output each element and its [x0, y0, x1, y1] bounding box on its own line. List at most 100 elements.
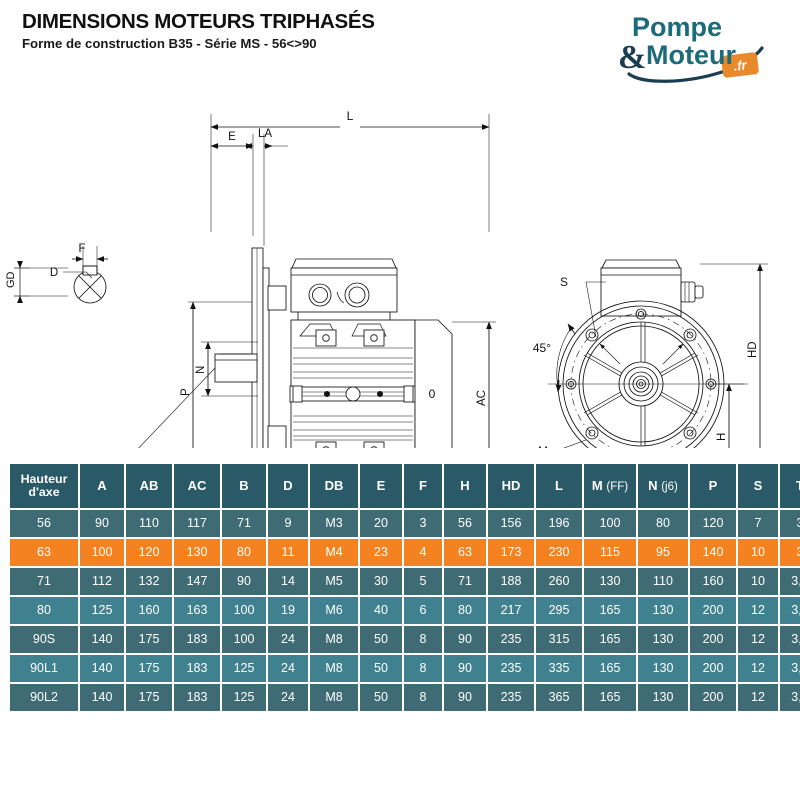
- table-cell: 140: [80, 626, 124, 653]
- header-line-1: Hauteur: [20, 471, 68, 486]
- table-cell: 183: [174, 684, 220, 711]
- table-row: 80 125 160 163 100 19 M6 40 6 80 217 295 165 130 200 12…: [10, 597, 800, 624]
- table-cell: 3,5: [780, 655, 800, 682]
- table-cell: 7: [738, 510, 778, 537]
- table-cell: 56: [444, 510, 486, 537]
- table-cell: 200: [690, 684, 736, 711]
- table-row: 56 90 110 117 71 9 M3 20 3 56 156 196 100 80 120 7 3: [10, 510, 800, 537]
- table-cell: 175: [126, 626, 172, 653]
- table-cell: M3: [310, 510, 358, 537]
- label-GD: GD: [5, 271, 17, 288]
- table-cell: 110: [638, 568, 688, 595]
- column-header-h: H: [444, 464, 486, 508]
- table-cell: 132: [126, 568, 172, 595]
- label-zero: 0: [429, 387, 436, 401]
- table-cell: 165: [584, 684, 636, 711]
- table-cell: 130: [638, 626, 688, 653]
- table-cell: 130: [638, 597, 688, 624]
- table-cell: 24: [268, 684, 308, 711]
- column-header-db: DB: [310, 464, 358, 508]
- table-cell: 120: [126, 539, 172, 566]
- table-cell: 315: [536, 626, 582, 653]
- table-cell: 365: [536, 684, 582, 711]
- table-cell: 183: [174, 626, 220, 653]
- logo-fr-text: .fr: [733, 57, 749, 74]
- column-header-d: D: [268, 464, 308, 508]
- table-cell: 165: [584, 597, 636, 624]
- column-header-s: S: [738, 464, 778, 508]
- table-cell: 100: [222, 597, 266, 624]
- dimensions-table: Hauteur d'axe A AB AC B D DB E F H HD L …: [8, 462, 800, 713]
- logo-fr-badge: [721, 52, 759, 78]
- column-header-hauteur-daxe: Hauteur d'axe: [10, 464, 78, 508]
- table-cell: 183: [174, 655, 220, 682]
- table-cell: 165: [584, 655, 636, 682]
- table-cell: 125: [222, 684, 266, 711]
- table-cell: 80: [222, 539, 266, 566]
- fan-cowl: [414, 319, 453, 448]
- table-cell: 200: [690, 597, 736, 624]
- table-cell: 156: [488, 510, 534, 537]
- table-cell: 80: [638, 510, 688, 537]
- table-cell: 200: [690, 655, 736, 682]
- table-cell: 165: [584, 626, 636, 653]
- column-header-ab: AB: [126, 464, 172, 508]
- document-header: DIMENSIONS MOTEURS TRIPHASÉS Forme de co…: [22, 10, 582, 51]
- label-P: P: [180, 388, 192, 396]
- table-row: 63 100 120 130 80 11 M4 23 4 63 173 230 115 95 140 10 3: [10, 539, 800, 566]
- table-cell: 10: [738, 539, 778, 566]
- table-cell: 6: [404, 597, 442, 624]
- table-cell: 110: [126, 510, 172, 537]
- column-header-b: B: [222, 464, 266, 508]
- table-cell: 235: [488, 655, 534, 682]
- table-cell: 115: [584, 539, 636, 566]
- column-header-t: T: [780, 464, 800, 508]
- table-cell: 12: [738, 597, 778, 624]
- table-cell: 24: [268, 655, 308, 682]
- column-header-p: P: [690, 464, 736, 508]
- table-row: 90S 140 175 183 100 24 M8 50 8 90 235 315 165 130 200 1…: [10, 626, 800, 653]
- table-cell: 8: [404, 626, 442, 653]
- table-cell: 3,5: [780, 597, 800, 624]
- table-cell: 19: [268, 597, 308, 624]
- logo-moteur-text: Moteur: [646, 40, 736, 70]
- logo-pompe-text: Pompe: [632, 12, 722, 42]
- table-cell: 3,5: [780, 626, 800, 653]
- table-cell: 50: [360, 684, 402, 711]
- table-cell: 8: [404, 684, 442, 711]
- table-cell: 3,5: [780, 684, 800, 711]
- table-cell: 235: [488, 626, 534, 653]
- table-cell: M5: [310, 568, 358, 595]
- table-cell: 235: [488, 684, 534, 711]
- label-E: E: [228, 131, 236, 143]
- table-cell: 125: [222, 655, 266, 682]
- table-cell: 12: [738, 684, 778, 711]
- table-cell: 188: [488, 568, 534, 595]
- table-cell: 117: [174, 510, 220, 537]
- table-cell: 3: [780, 539, 800, 566]
- cell-hauteur-daxe: 90S: [10, 626, 78, 653]
- column-header-hd: HD: [488, 464, 534, 508]
- table-cell: 173: [488, 539, 534, 566]
- table-cell: M8: [310, 655, 358, 682]
- table-cell: 50: [360, 626, 402, 653]
- table-cell: 11: [268, 539, 308, 566]
- table-cell: 175: [126, 684, 172, 711]
- table-cell: 3: [780, 510, 800, 537]
- table-cell: 71: [222, 510, 266, 537]
- table-cell: 50: [360, 655, 402, 682]
- cell-hauteur-daxe: 90L1: [10, 655, 78, 682]
- dimensions-table-container: Hauteur d'axe A AB AC B D DB E F H HD L …: [8, 462, 800, 713]
- column-header-e: E: [360, 464, 402, 508]
- motor-side-view: L E LA: [138, 109, 496, 448]
- table-cell: 4: [404, 539, 442, 566]
- column-header-l: L: [536, 464, 582, 508]
- label-D: D: [50, 267, 58, 279]
- table-cell: 175: [126, 655, 172, 682]
- label-HD: HD: [747, 341, 759, 358]
- column-header-a: A: [80, 464, 124, 508]
- label-45-degrees: 45°: [533, 341, 551, 355]
- label-LA: LA: [258, 128, 272, 140]
- table-cell: 130: [584, 568, 636, 595]
- table-cell: 160: [690, 568, 736, 595]
